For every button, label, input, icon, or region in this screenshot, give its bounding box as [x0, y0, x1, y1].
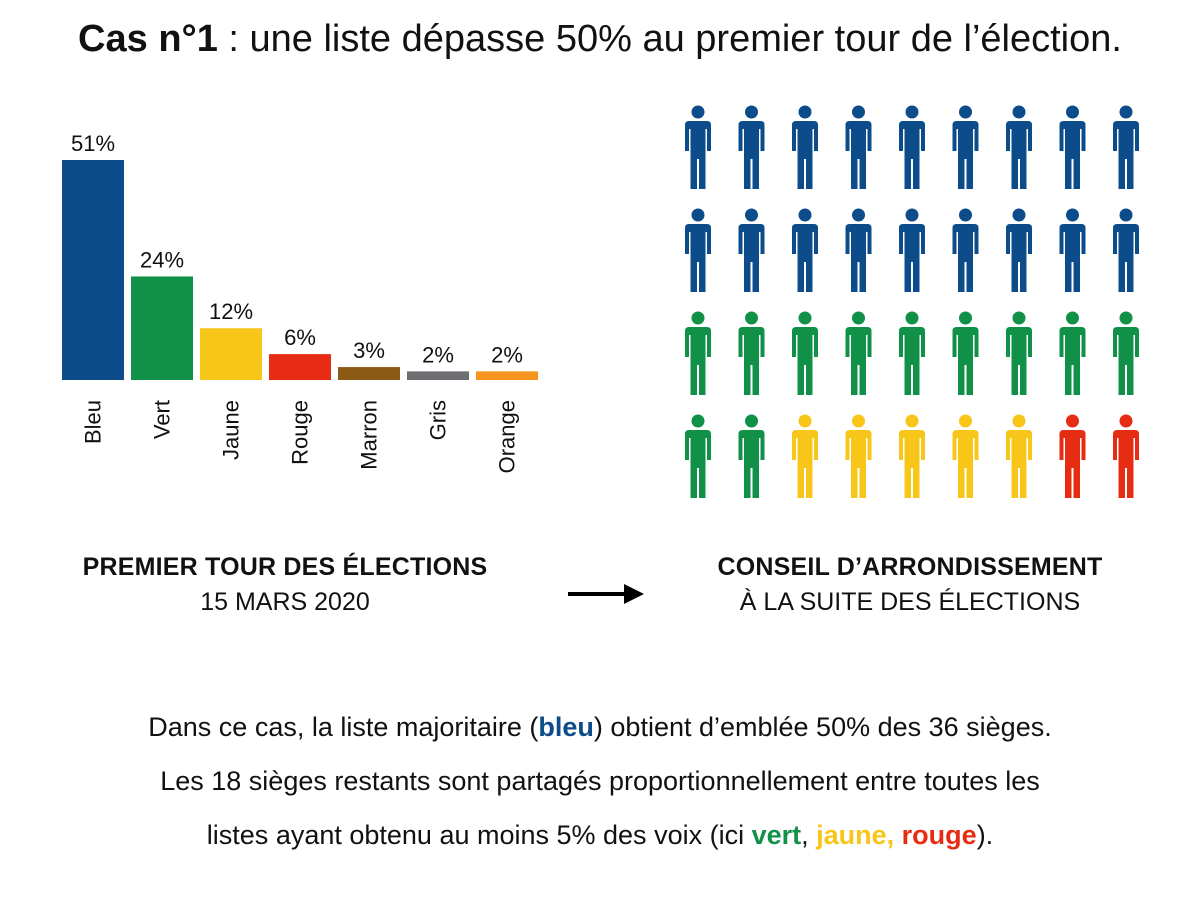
seat-jaune: [952, 414, 979, 498]
seat-bleu: [738, 208, 765, 292]
category-label-rouge: Rouge: [288, 400, 313, 465]
bar-rouge: [269, 354, 331, 380]
seat-bleu: [792, 105, 818, 189]
category-label-jaune: Jaune: [219, 400, 244, 460]
seat-bleu: [685, 105, 711, 189]
keyword-jaune: jaune,: [816, 820, 895, 850]
explanation-text-part: ).: [976, 820, 994, 850]
seat-bleu: [1113, 105, 1139, 189]
arrow-right-icon: [568, 584, 644, 604]
council-heading: CONSEIL D’ARRONDISSEMENT: [717, 553, 1103, 581]
seat-bleu: [899, 105, 925, 189]
seat-vert: [685, 414, 711, 498]
council-seats-pictogram: [685, 105, 1139, 498]
bar-jaune: [200, 328, 262, 380]
seat-jaune: [792, 414, 818, 498]
explanation-text-part: Dans ce cas, la liste majoritaire (: [148, 712, 539, 742]
seat-vert: [952, 311, 979, 395]
data-label-bleu: 51%: [71, 131, 115, 156]
seat-vert: [1006, 311, 1032, 395]
data-label-marron: 3%: [353, 338, 385, 363]
page-title: Cas n°1 : une liste dépasse 50% au premi…: [0, 18, 1200, 61]
seat-vert: [738, 311, 765, 395]
seat-vert: [845, 311, 872, 395]
explanation-text-part: ,: [801, 820, 817, 850]
council-caption: CONSEIL D’ARRONDISSEMENT À LA SUITE DES …: [680, 553, 1140, 617]
seat-jaune: [845, 414, 872, 498]
data-label-jaune: 12%: [209, 299, 253, 324]
seat-bleu: [1059, 208, 1086, 292]
seat-rouge: [1113, 414, 1139, 498]
seat-vert: [1059, 311, 1086, 395]
data-label-vert: 24%: [140, 247, 184, 272]
explanation-text: Dans ce cas, la liste majoritaire (bleu)…: [20, 700, 1180, 862]
seat-bleu: [1059, 105, 1086, 189]
category-label-orange: Orange: [495, 400, 520, 473]
keyword-rouge: rouge: [901, 820, 977, 850]
category-label-gris: Gris: [426, 400, 451, 440]
keyword-vert: vert: [751, 820, 802, 850]
bar-orange: [476, 371, 538, 380]
council-subheading: À LA SUITE DES ÉLECTIONS: [739, 588, 1081, 616]
explanation-line-3: listes ayant obtenu au moins 5% des voix…: [20, 808, 1180, 862]
bar-bleu: [62, 160, 124, 380]
explanation-line-2: Les 18 sièges restants sont partagés pro…: [160, 766, 1040, 796]
seat-bleu: [952, 208, 979, 292]
explanation-text-part: listes ayant obtenu au moins 5% des voix…: [206, 820, 752, 850]
seat-bleu: [738, 105, 765, 189]
seat-jaune: [899, 414, 925, 498]
bar-marron: [338, 367, 400, 380]
seat-bleu: [792, 208, 818, 292]
seat-bleu: [845, 105, 872, 189]
explanation-text-part: ) obtient d’emblée 50% des 36 sièges.: [593, 712, 1052, 742]
keyword-bleu: bleu: [538, 712, 594, 742]
seat-vert: [685, 311, 711, 395]
first-round-heading: PREMIER TOUR DES ÉLECTIONS: [82, 553, 488, 581]
seat-bleu: [952, 105, 979, 189]
first-round-bar-chart: 51% Bleu 24% Vert 12% Jaune 6% Rouge 3% Marron 2% G…: [62, 131, 538, 473]
seat-bleu: [1113, 208, 1139, 292]
seat-vert: [899, 311, 925, 395]
data-label-rouge: 6%: [284, 325, 316, 350]
seat-rouge: [1059, 414, 1086, 498]
seat-bleu: [845, 208, 872, 292]
explanation-text-part: [894, 820, 902, 850]
category-label-bleu: Bleu: [81, 400, 106, 444]
seat-bleu: [685, 208, 711, 292]
category-label-marron: Marron: [357, 400, 382, 470]
first-round-date: 15 MARS 2020: [200, 588, 370, 616]
title-rest: : une liste dépasse 50% au premier tour …: [217, 18, 1122, 60]
seat-vert: [738, 414, 765, 498]
data-label-orange: 2%: [491, 342, 523, 367]
seat-bleu: [899, 208, 925, 292]
bar-vert: [131, 276, 193, 380]
seat-bleu: [1006, 208, 1032, 292]
title-case-number: Cas n°1: [78, 18, 218, 60]
first-round-caption: PREMIER TOUR DES ÉLECTIONS 15 MARS 2020: [50, 553, 520, 617]
data-label-gris: 2%: [422, 342, 454, 367]
seat-vert: [1113, 311, 1139, 395]
seat-vert: [792, 311, 818, 395]
seat-jaune: [1006, 414, 1032, 498]
bar-gris: [407, 371, 469, 380]
explanation-line-1: Dans ce cas, la liste majoritaire (bleu)…: [20, 700, 1180, 754]
seat-bleu: [1006, 105, 1032, 189]
category-label-vert: Vert: [150, 400, 175, 439]
